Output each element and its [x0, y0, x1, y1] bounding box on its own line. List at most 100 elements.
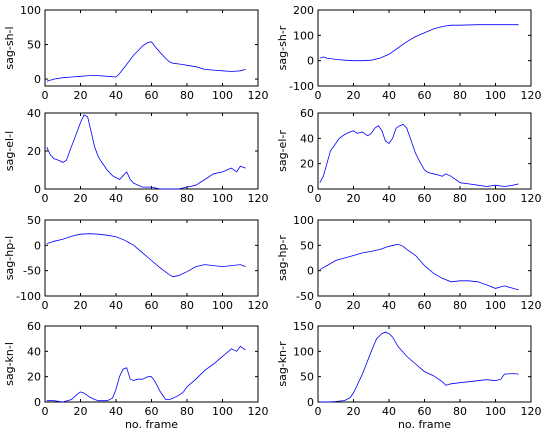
y-tick-label: 100 [293, 214, 314, 227]
y-tick-label: 100 [20, 4, 41, 17]
x-tick-label: 0 [315, 89, 322, 102]
x-tick-label: 80 [453, 299, 467, 312]
y-tick-label: 0 [307, 396, 314, 409]
x-tick-label: 0 [42, 192, 49, 205]
y-tick-label: 0 [34, 73, 41, 86]
x-tick-label: 80 [453, 405, 467, 418]
series-line [319, 243, 519, 291]
y-tick-label: 50 [27, 214, 41, 227]
y-tick-label: 150 [293, 320, 314, 333]
x-tick-label: 20 [347, 192, 361, 205]
plot-frame [44, 9, 259, 87]
y-tick-label: -100 [289, 80, 314, 93]
x-tick-label: 100 [485, 192, 506, 205]
y-tick-label: 20 [300, 158, 314, 171]
x-tick-label: 80 [453, 89, 467, 102]
x-tick-label: 60 [145, 89, 159, 102]
x-tick-label: 0 [42, 89, 49, 102]
x-tick-label: 120 [248, 299, 269, 312]
x-tick-label: 60 [418, 299, 432, 312]
y-tick-label: 40 [27, 345, 41, 358]
x-tick-label: 60 [418, 405, 432, 418]
x-tick-label: 120 [521, 299, 542, 312]
subplot-sag-el-l: 0 20 40 60 80 100 120 0 20 40 sag-el-l [3, 107, 269, 205]
subplot-sag-hp-l: 0 20 40 60 80 100 120 -100 -50 0 50 sag-hp-l [3, 214, 269, 312]
x-tick-label: 60 [418, 89, 432, 102]
x-tick-label: 120 [248, 89, 269, 102]
y-tick-label: 0 [307, 55, 314, 68]
y-tick-label: 40 [27, 107, 41, 120]
plot-frame [44, 112, 259, 190]
subplot-sag-kn-r: 0 20 40 60 80 100 120 0 50 100 150 sag-kn-r no. fram… [276, 320, 542, 431]
x-tick-label: 20 [74, 299, 88, 312]
series-line [46, 114, 246, 190]
y-tick-label: 50 [27, 39, 41, 52]
x-tick-label: 100 [485, 89, 506, 102]
y-tick-label: 20 [27, 371, 41, 384]
x-tick-label: 80 [180, 405, 194, 418]
plot-frame [317, 9, 532, 87]
y-axis-label: sag-sh-r [276, 25, 289, 70]
x-tick-label: 0 [42, 405, 49, 418]
x-tick-label: 60 [145, 299, 159, 312]
y-axis-label: sag-sh-l [3, 26, 16, 69]
x-tick-label: 40 [382, 405, 396, 418]
x-tick-label: 80 [180, 89, 194, 102]
x-tick-label: 60 [418, 192, 432, 205]
y-tick-label: 60 [300, 107, 314, 120]
plot-frame [44, 219, 259, 297]
y-tick-label: 60 [27, 320, 41, 333]
subplot-sag-el-r: 0 20 40 60 80 100 120 0 20 40 60 sag-el-r [276, 107, 542, 205]
y-tick-label: 100 [293, 29, 314, 42]
x-axis-label: no. frame [398, 418, 451, 431]
y-tick-label: 100 [293, 345, 314, 358]
x-tick-label: 80 [453, 192, 467, 205]
y-axis-label: sag-kn-l [3, 342, 16, 386]
x-tick-label: 20 [347, 405, 361, 418]
x-tick-label: 80 [180, 192, 194, 205]
series-line [319, 123, 519, 187]
x-tick-label: 40 [382, 192, 396, 205]
series-line [46, 41, 246, 82]
series-line [319, 331, 519, 403]
x-tick-label: 120 [521, 89, 542, 102]
x-tick-label: 0 [315, 405, 322, 418]
x-tick-label: 120 [248, 405, 269, 418]
subplot-sag-sh-l: 0 20 40 60 80 100 120 0 50 100 sag-sh-l [3, 4, 269, 102]
subplot-sag-kn-l: 0 20 40 60 80 100 120 0 20 40 60 sag-kn-l no. frame [3, 320, 269, 431]
x-tick-label: 100 [212, 192, 233, 205]
x-tick-label: 120 [521, 405, 542, 418]
plot-frame [317, 219, 532, 297]
plot-frame [317, 325, 532, 403]
series-line [46, 233, 246, 278]
x-tick-label: 100 [485, 299, 506, 312]
plot-frame [317, 112, 532, 190]
x-tick-label: 120 [248, 192, 269, 205]
x-tick-label: 40 [382, 299, 396, 312]
x-tick-label: 60 [145, 192, 159, 205]
x-tick-label: 0 [42, 299, 49, 312]
y-axis-label: sag-kn-r [276, 341, 289, 387]
x-tick-label: 40 [382, 89, 396, 102]
x-tick-label: 20 [74, 405, 88, 418]
plot-frame [44, 325, 259, 403]
y-axis-label: sag-hp-r [276, 235, 289, 281]
x-tick-label: 40 [109, 192, 123, 205]
x-tick-label: 0 [315, 299, 322, 312]
y-tick-label: 0 [307, 183, 314, 196]
x-tick-label: 40 [109, 89, 123, 102]
series-line [319, 24, 519, 62]
y-tick-label: 0 [34, 183, 41, 196]
y-tick-label: -100 [16, 290, 41, 303]
y-tick-label: 20 [27, 145, 41, 158]
y-tick-label: 0 [34, 239, 41, 252]
y-tick-label: -50 [296, 290, 314, 303]
series-line [46, 345, 246, 403]
y-tick-label: 50 [300, 371, 314, 384]
x-tick-label: 40 [109, 405, 123, 418]
y-tick-label: 200 [293, 4, 314, 17]
y-tick-label: 50 [300, 239, 314, 252]
x-tick-label: 100 [485, 405, 506, 418]
